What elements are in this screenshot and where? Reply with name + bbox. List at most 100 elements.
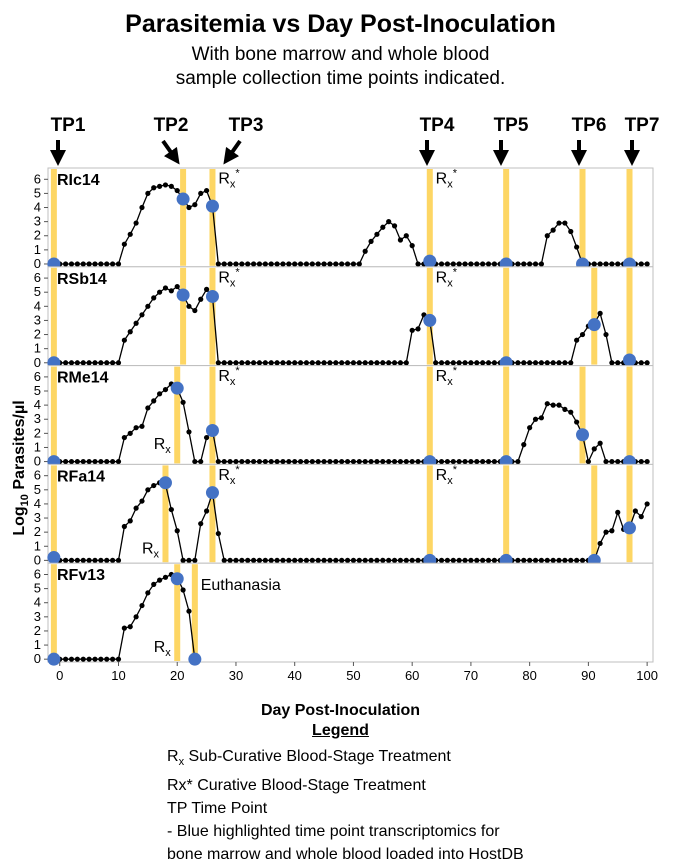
- data-point: [344, 261, 351, 267]
- x-tick-label: 10: [111, 668, 125, 683]
- y-tick-label: 4: [34, 298, 41, 313]
- data-point: [303, 557, 310, 563]
- data-point: [438, 557, 445, 563]
- data-point: [568, 557, 574, 563]
- treatment-annotation: Rx: [142, 540, 160, 560]
- data-point: [450, 261, 456, 267]
- data-point: [597, 261, 603, 267]
- sample-bar: [180, 267, 187, 365]
- data-point: [521, 261, 527, 267]
- data-point: [397, 360, 404, 366]
- y-tick-label: 0: [34, 651, 41, 666]
- highlight-point: [176, 288, 190, 302]
- data-point: [386, 219, 392, 225]
- sample-bar: [209, 465, 216, 563]
- data-point: [433, 360, 439, 366]
- data-point: [139, 602, 145, 609]
- data-point: [151, 398, 157, 404]
- data-point: [362, 248, 368, 254]
- y-tick-label: 5: [34, 482, 41, 497]
- data-point: [133, 614, 139, 620]
- data-point: [574, 244, 580, 250]
- data-point: [221, 360, 227, 366]
- data-point: [462, 360, 468, 366]
- x-tick-label: 50: [346, 668, 360, 683]
- data-point: [356, 557, 362, 563]
- data-point: [233, 557, 239, 563]
- data-point: [286, 458, 292, 465]
- data-point: [462, 261, 468, 267]
- data-point: [485, 261, 492, 267]
- sample-bar: [503, 366, 510, 464]
- data-point: [544, 233, 550, 239]
- data-point: [221, 557, 227, 563]
- data-point: [139, 498, 145, 504]
- data-point: [562, 406, 568, 412]
- data-point: [98, 557, 104, 563]
- data-point: [403, 557, 409, 563]
- data-point: [615, 509, 621, 515]
- data-point: [157, 391, 163, 397]
- data-point: [644, 360, 650, 366]
- treatment-annotation: Rx*: [218, 168, 240, 191]
- x-tick-label: 90: [581, 668, 595, 683]
- y-tick-label: 2: [34, 524, 41, 539]
- data-point: [391, 557, 398, 563]
- sample-bar: [503, 267, 510, 365]
- data-point: [121, 337, 127, 343]
- data-point: [86, 261, 92, 267]
- data-point: [591, 261, 597, 267]
- y-tick-label: 3: [34, 609, 41, 624]
- data-point: [98, 458, 104, 465]
- data-point: [115, 557, 122, 563]
- data-point: [315, 557, 321, 563]
- data-point: [286, 261, 292, 267]
- data-point: [198, 190, 204, 197]
- data-point: [468, 360, 474, 366]
- sample-bar: [626, 267, 633, 365]
- x-tick-label: 40: [287, 668, 301, 683]
- sample-bar: [174, 564, 181, 661]
- data-point: [644, 261, 650, 267]
- data-point: [333, 360, 339, 366]
- sample-bar: [579, 169, 586, 266]
- data-point: [104, 458, 110, 465]
- data-point: [303, 360, 310, 366]
- y-tick-label: 0: [34, 256, 41, 271]
- data-point: [110, 656, 116, 662]
- data-point: [80, 458, 86, 465]
- sample-bar: [180, 169, 187, 266]
- y-tick-label: 1: [34, 341, 41, 356]
- data-point: [315, 360, 321, 366]
- treatment-annotation: Rx*: [436, 266, 458, 289]
- y-tick-label: 5: [34, 284, 41, 299]
- timepoint-label-TP2: TP2: [154, 115, 189, 136]
- data-point: [92, 656, 98, 662]
- x-tick-label: 100: [636, 668, 658, 683]
- x-axis: 0 10 20 30 40 50 60 70 80 90 100: [56, 662, 658, 683]
- data-point: [468, 458, 474, 465]
- data-point: [250, 360, 257, 366]
- data-point: [480, 458, 486, 465]
- data-point: [139, 204, 145, 211]
- data-point: [115, 261, 122, 267]
- timepoint-label-TP4: TP4: [420, 115, 455, 136]
- data-point: [438, 360, 445, 366]
- data-point: [186, 429, 192, 435]
- sample-bar: [626, 169, 633, 266]
- data-point: [63, 458, 69, 465]
- data-point: [544, 360, 550, 366]
- chart-title: Parasitemia vs Day Post-Inoculation: [125, 10, 556, 38]
- data-point: [92, 557, 98, 563]
- data-point: [203, 187, 210, 194]
- data-point: [63, 261, 69, 267]
- data-point: [350, 360, 357, 366]
- data-point: [68, 261, 75, 267]
- y-tick-label: 6: [34, 369, 41, 384]
- data-point: [380, 224, 386, 230]
- panel-name: RFv13: [57, 567, 105, 584]
- data-point: [315, 261, 321, 267]
- data-point: [63, 656, 69, 662]
